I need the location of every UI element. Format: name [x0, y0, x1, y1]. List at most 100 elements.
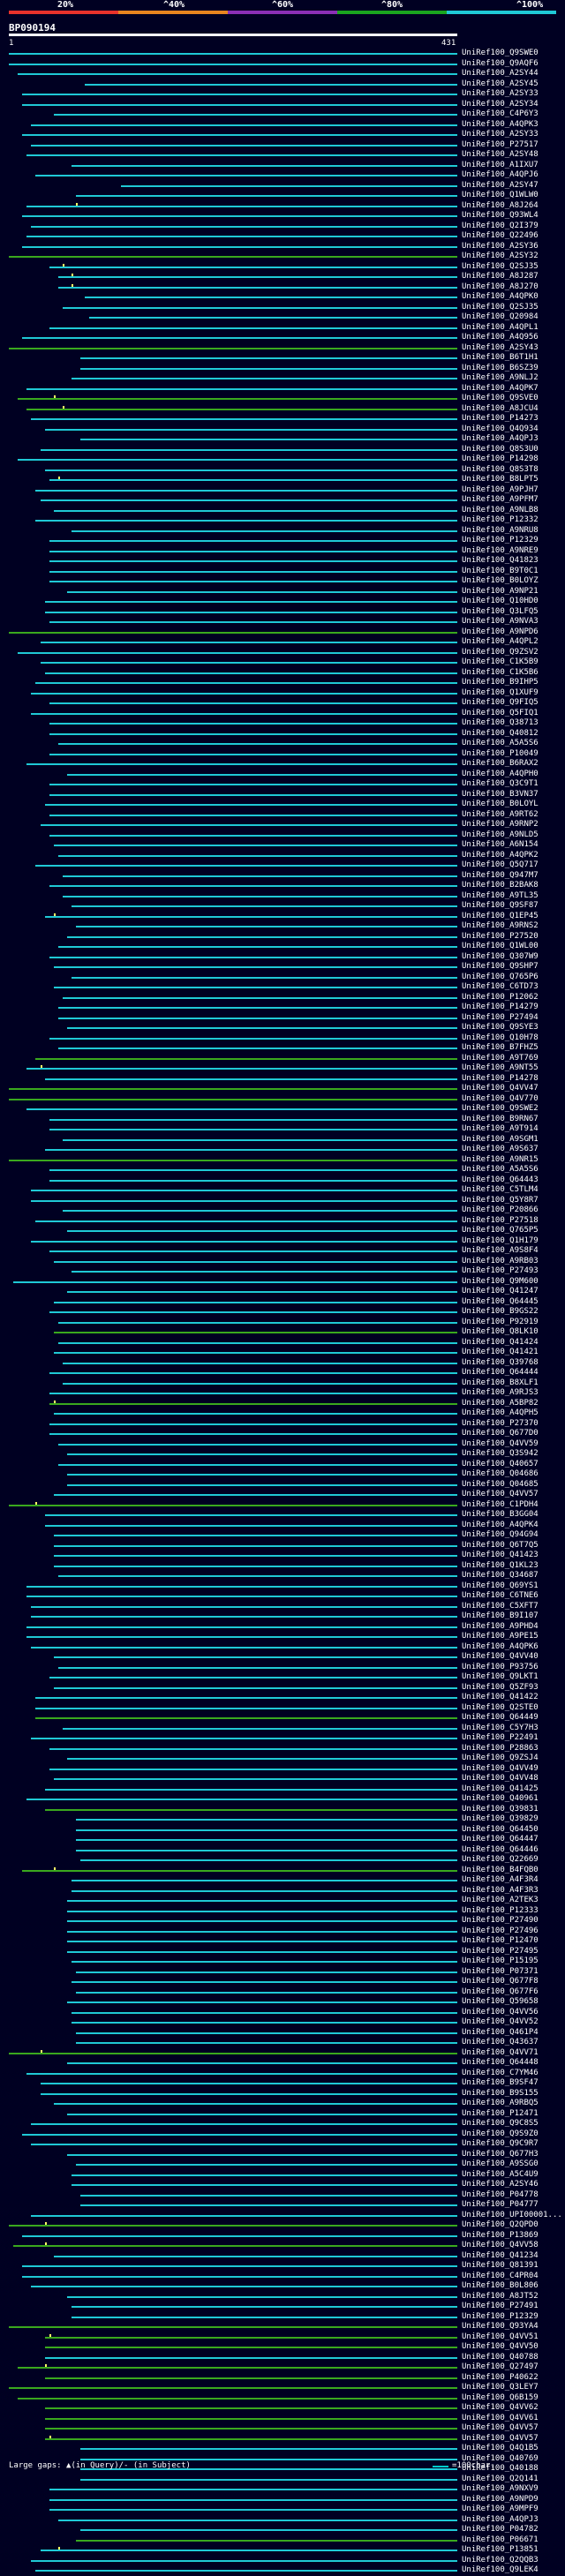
hit-id-link[interactable]: UniRef100_Q41423 — [462, 1551, 539, 1559]
hit-row[interactable]: UniRef100_Q5Y8R7 — [0, 1196, 565, 1206]
hit-row[interactable]: UniRef100_Q9M600 — [0, 1277, 565, 1288]
hit-row[interactable]: UniRef100_A9RT62 — [0, 810, 565, 821]
hit-id-link[interactable]: UniRef100_Q4VV57 — [462, 2433, 539, 2443]
hit-id-link[interactable]: UniRef100_A9S8F4 — [462, 1246, 539, 1255]
hit-id-link[interactable]: UniRef100_B7FHZ5 — [462, 1043, 539, 1052]
hit-id-link[interactable]: UniRef100_Q40788 — [462, 2352, 539, 2362]
hit-id-link[interactable]: UniRef100_P13851 — [462, 2545, 539, 2554]
hit-id-link[interactable]: UniRef100_P12329 — [462, 2311, 539, 2321]
hit-row[interactable]: UniRef100_P22491 — [0, 1733, 565, 1744]
hit-row[interactable]: UniRef100_A8J287 — [0, 272, 565, 282]
hit-id-link[interactable]: UniRef100_Q40657 — [462, 1459, 539, 1468]
hit-id-link[interactable]: UniRef100_A4QPJ6 — [462, 170, 539, 179]
hit-row[interactable]: UniRef100_A9PHD4 — [0, 1622, 565, 1633]
hit-row[interactable]: UniRef100_Q9LEK4 — [0, 2565, 565, 2576]
hit-id-link[interactable]: UniRef100_Q9FIQ5 — [462, 698, 539, 707]
hit-row[interactable]: UniRef100_B2BAK8 — [0, 881, 565, 891]
hit-row[interactable]: UniRef100_Q40961 — [0, 1794, 565, 1805]
hit-id-link[interactable]: UniRef100_Q94G94 — [462, 1530, 539, 1539]
hit-id-link[interactable]: UniRef100_Q1WLW0 — [462, 191, 539, 199]
hit-row[interactable]: UniRef100_Q04686 — [0, 1469, 565, 1480]
hit-row[interactable]: UniRef100_C1K5B9 — [0, 657, 565, 668]
hit-id-link[interactable]: UniRef100_C1K5B9 — [462, 657, 539, 666]
hit-id-link[interactable]: UniRef100_Q41823 — [462, 556, 539, 565]
hit-id-link[interactable]: UniRef100_Q34687 — [462, 1571, 539, 1580]
hit-row[interactable]: UniRef100_C1K5B6 — [0, 668, 565, 679]
hit-row[interactable]: UniRef100_P27518 — [0, 1216, 565, 1227]
hit-row[interactable]: UniRef100_A4QPH5 — [0, 1408, 565, 1419]
hit-id-link[interactable]: UniRef100_P28863 — [462, 1743, 539, 1753]
hit-row[interactable]: UniRef100_Q4VV62 — [0, 2403, 565, 2414]
hit-id-link[interactable]: UniRef100_A1IXU7 — [462, 160, 539, 169]
hit-row[interactable]: UniRef100_B8LPT5 — [0, 475, 565, 485]
hit-row[interactable]: UniRef100_Q93WL4 — [0, 211, 565, 222]
hit-id-link[interactable]: UniRef100_B6SZ39 — [462, 363, 539, 372]
hit-row[interactable]: UniRef100_Q10HD0 — [0, 597, 565, 607]
hit-id-link[interactable]: UniRef100_Q64447 — [462, 1835, 539, 1844]
hit-id-link[interactable]: UniRef100_Q64449 — [462, 1713, 539, 1722]
hit-id-link[interactable]: UniRef100_Q9ZSV2 — [462, 647, 539, 657]
hit-row[interactable]: UniRef100_P12329 — [0, 2312, 565, 2323]
hit-id-link[interactable]: UniRef100_Q10HD0 — [462, 597, 539, 605]
hit-row[interactable]: UniRef100_Q81391 — [0, 2261, 565, 2272]
hit-row[interactable]: UniRef100_P12332 — [0, 515, 565, 526]
hit-id-link[interactable]: UniRef100_Q40188 — [462, 2464, 539, 2473]
hit-id-link[interactable]: UniRef100_Q8S3U0 — [462, 444, 539, 454]
hit-id-link[interactable]: UniRef100_C5TLM4 — [462, 1185, 539, 1194]
hit-id-link[interactable]: UniRef100_Q307W9 — [462, 951, 539, 961]
hit-id-link[interactable]: UniRef100_B0LOYZ — [462, 576, 539, 585]
hit-row[interactable]: UniRef100_A8J264 — [0, 201, 565, 212]
hit-row[interactable]: UniRef100_A2SY44 — [0, 69, 565, 79]
hit-id-link[interactable]: UniRef100_Q9C9R7 — [462, 2139, 539, 2148]
hit-row[interactable]: UniRef100_A9MPF9 — [0, 2505, 565, 2515]
hit-id-link[interactable]: UniRef100_Q41421 — [462, 1348, 539, 1356]
hit-id-link[interactable]: UniRef100_Q9SWE0 — [462, 49, 539, 57]
hit-row[interactable]: UniRef100_Q41423 — [0, 1551, 565, 1561]
hit-row[interactable]: UniRef100_A9RNP2 — [0, 820, 565, 830]
hit-row[interactable]: UniRef100_A2SY47 — [0, 181, 565, 192]
hit-row[interactable]: UniRef100_P27491 — [0, 2302, 565, 2312]
hit-id-link[interactable]: UniRef100_Q41234 — [462, 2250, 539, 2260]
hit-row[interactable]: UniRef100_Q8S3T8 — [0, 465, 565, 476]
hit-row[interactable]: UniRef100_Q4VV57 — [0, 2423, 565, 2434]
hit-row[interactable]: UniRef100_Q4Q934 — [0, 424, 565, 435]
hit-id-link[interactable]: UniRef100_A4QPJ3 — [462, 2514, 539, 2524]
hit-id-link[interactable]: UniRef100_Q4VV52 — [462, 2017, 539, 2026]
hit-row[interactable]: UniRef100_A4QPK2 — [0, 851, 565, 861]
hit-id-link[interactable]: UniRef100_Q22669 — [462, 1855, 539, 1864]
hit-row[interactable]: UniRef100_A9PE15 — [0, 1632, 565, 1642]
hit-id-link[interactable]: UniRef100_Q9SF87 — [462, 901, 539, 910]
hit-id-link[interactable]: UniRef100_Q5FIQ1 — [462, 708, 539, 717]
hit-row[interactable]: UniRef100_Q765P6 — [0, 973, 565, 983]
hit-row[interactable]: UniRef100_Q41823 — [0, 556, 565, 567]
hit-id-link[interactable]: UniRef100_Q43637 — [462, 2038, 539, 2047]
hit-row[interactable]: UniRef100_Q4VV52 — [0, 2017, 565, 2028]
hit-id-link[interactable]: UniRef100_Q4VV56 — [462, 2007, 539, 2016]
hit-row[interactable]: UniRef100_P13869 — [0, 2231, 565, 2242]
hit-row[interactable]: UniRef100_Q41234 — [0, 2251, 565, 2262]
hit-id-link[interactable]: UniRef100_Q4VV61 — [462, 2413, 539, 2422]
hit-row[interactable]: UniRef100_Q3C9T1 — [0, 779, 565, 790]
hit-row[interactable]: UniRef100_A5A5S6 — [0, 739, 565, 749]
hit-row[interactable]: UniRef100_Q4VV57 — [0, 1490, 565, 1500]
hit-row[interactable]: UniRef100_A2SY33 — [0, 89, 565, 100]
hit-id-link[interactable]: UniRef100_Q64444 — [462, 1368, 539, 1377]
hit-id-link[interactable]: UniRef100_P14273 — [462, 414, 539, 423]
hit-row[interactable]: UniRef100_Q40657 — [0, 1460, 565, 1470]
hit-id-link[interactable]: UniRef100_A2SY32 — [462, 252, 539, 260]
hit-row[interactable]: UniRef100_P13851 — [0, 2545, 565, 2556]
hit-row[interactable]: UniRef100_A9NLD5 — [0, 830, 565, 841]
hit-id-link[interactable]: UniRef100_Q461P4 — [462, 2027, 539, 2037]
hit-id-link[interactable]: UniRef100_B9T0C1 — [462, 566, 539, 575]
hit-row[interactable]: UniRef100_B9I107 — [0, 1611, 565, 1622]
hit-row[interactable]: UniRef100_Q8S3U0 — [0, 445, 565, 455]
hit-id-link[interactable]: UniRef100_P14298 — [462, 454, 539, 463]
hit-id-link[interactable]: UniRef100_Q64445 — [462, 1296, 539, 1306]
hit-id-link[interactable]: UniRef100_C7YM46 — [462, 2068, 539, 2077]
hit-id-link[interactable]: UniRef100_P92919 — [462, 1317, 539, 1326]
hit-id-link[interactable]: UniRef100_B2BAK8 — [462, 881, 539, 890]
hit-id-link[interactable]: UniRef100_Q9M600 — [462, 1276, 539, 1286]
hit-row[interactable]: UniRef100_Q9AQF6 — [0, 59, 565, 70]
hit-row[interactable]: UniRef100_C4PR04 — [0, 2272, 565, 2282]
hit-row[interactable]: UniRef100_P20866 — [0, 1205, 565, 1216]
